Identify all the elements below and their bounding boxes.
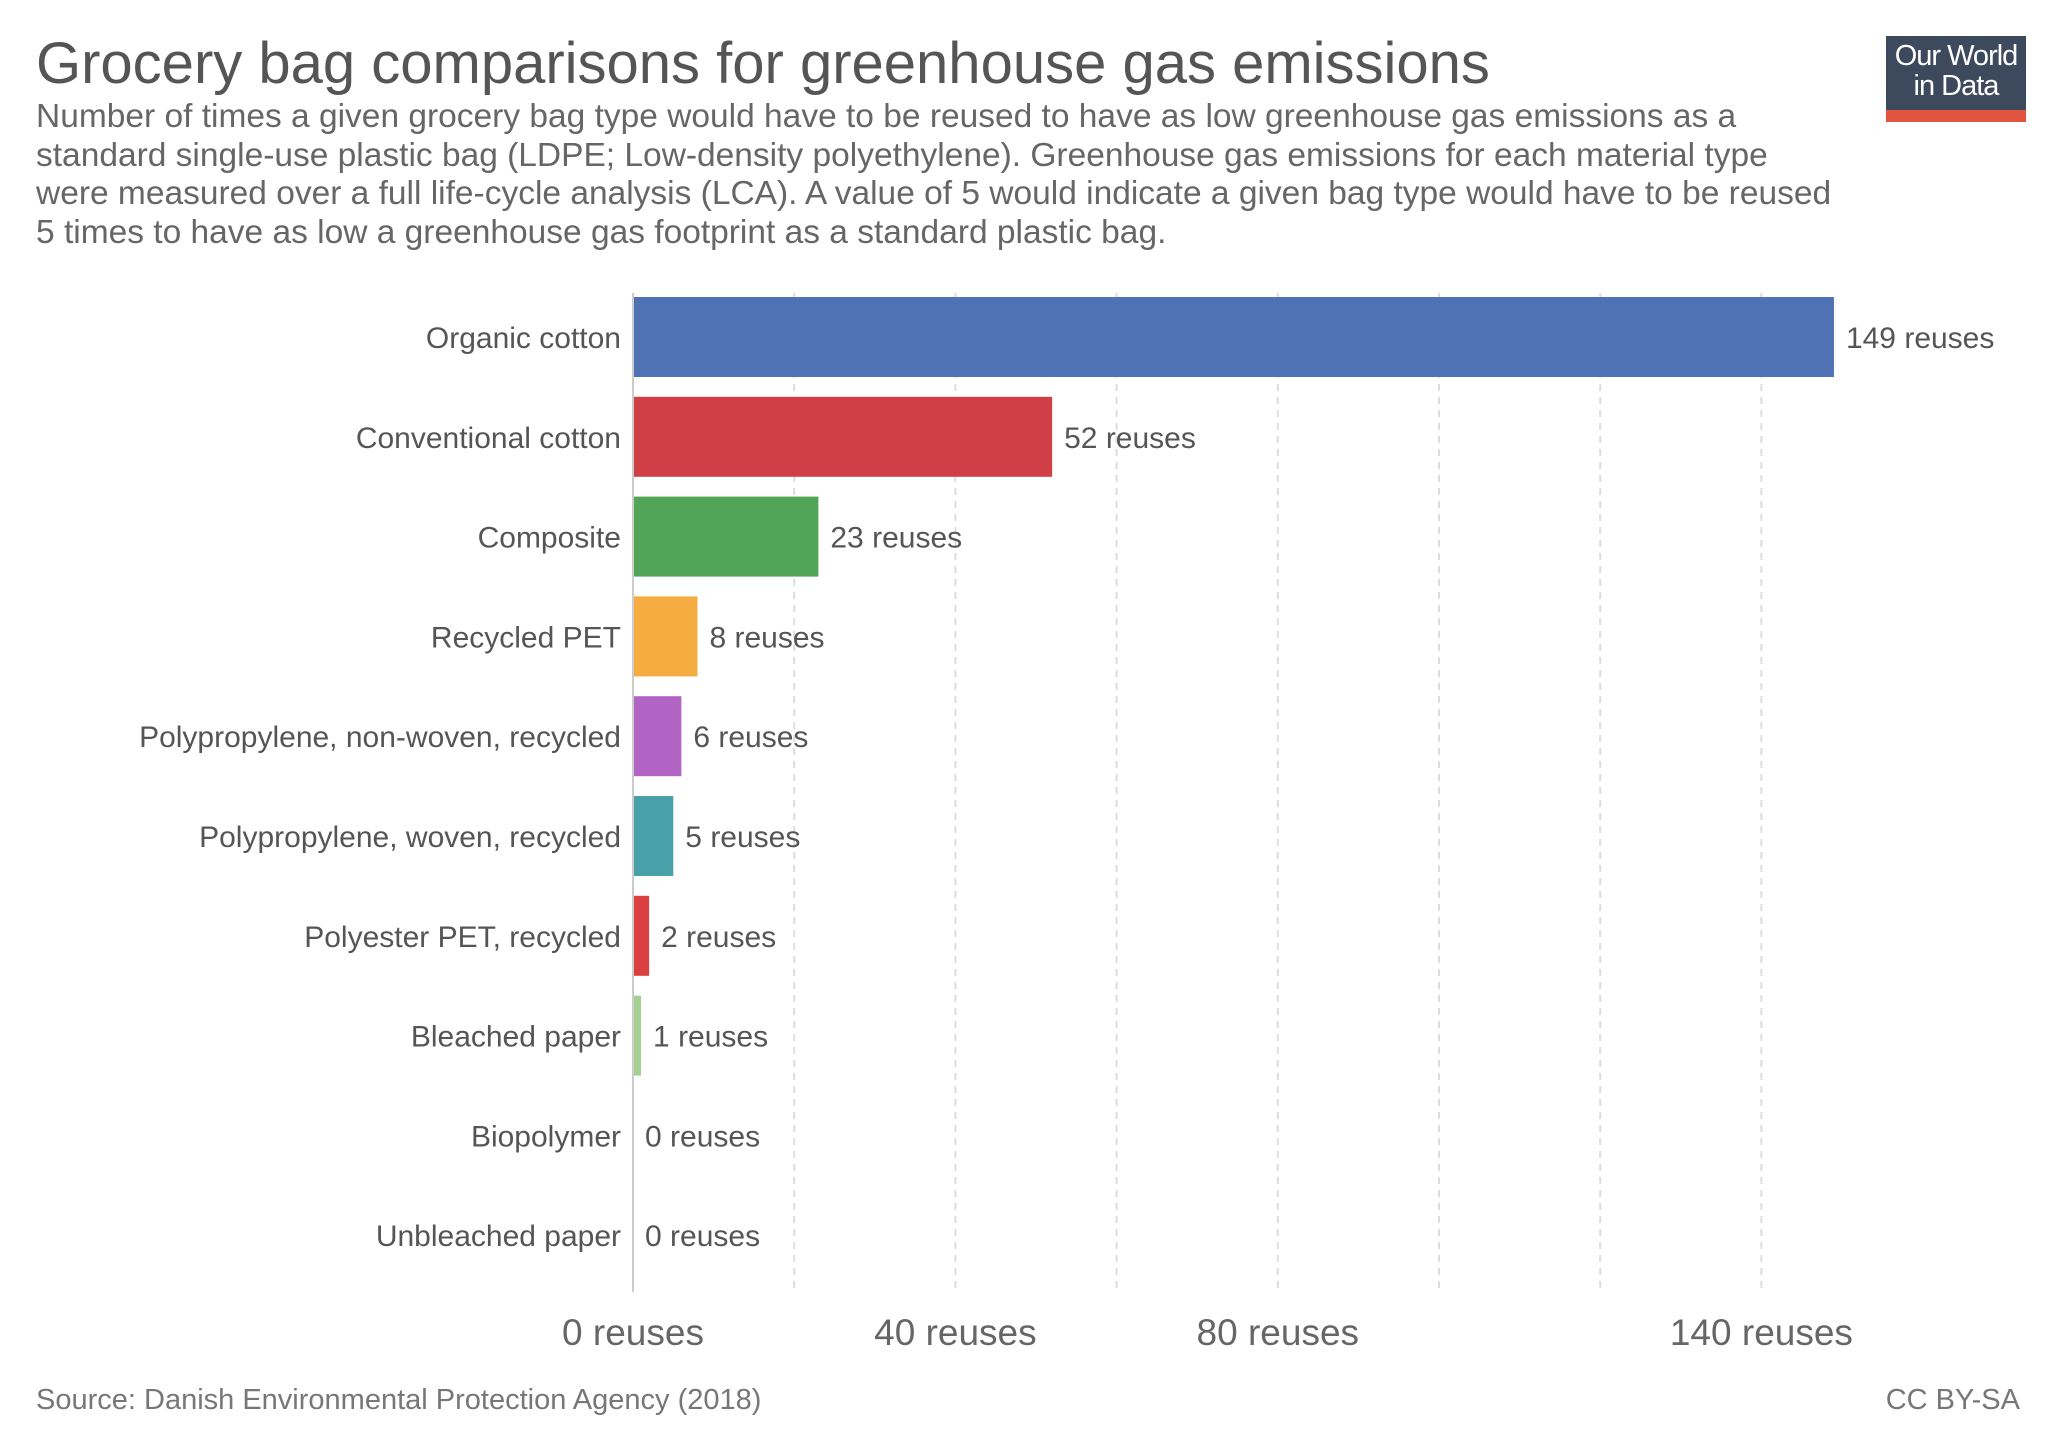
category-label: Polyester PET, recycled — [304, 921, 621, 954]
bar[interactable] — [633, 995, 642, 1076]
category-label: Polypropylene, non-woven, recycled — [139, 721, 621, 754]
data-label: 8 reuses — [709, 621, 824, 654]
chart-subtitle: Number of times a given grocery bag type… — [36, 98, 1832, 251]
owid-logo[interactable]: Our World in Data — [1886, 36, 2026, 122]
bar[interactable] — [633, 596, 698, 677]
x-axis-tick-labels: 0 reuses 40 reuses 80 reuses 140 reuses — [562, 1312, 1853, 1353]
bar[interactable] — [633, 895, 650, 976]
category-label: Biopolymer — [471, 1120, 621, 1153]
category-label: Bleached paper — [411, 1021, 621, 1054]
value-labels: 149 reuses 52 reuses 23 reuses 8 reuses 6 re… — [645, 322, 1994, 1253]
data-label: 0 reuses — [645, 1120, 760, 1153]
bars — [633, 297, 1834, 1076]
data-label: 0 reuses — [645, 1220, 760, 1253]
bar[interactable] — [633, 796, 674, 876]
category-labels: Organic cotton Conventional cotton Composi… — [139, 322, 621, 1253]
logo-text-line1: Our World — [1894, 40, 2019, 72]
gridlines — [793, 293, 1763, 1292]
category-label: Composite — [478, 522, 621, 555]
license-link[interactable]: CC BY-SA — [1885, 1384, 2020, 1416]
data-label: 52 reuses — [1064, 422, 1196, 455]
category-label: Organic cotton — [426, 322, 621, 355]
x-tick-label: 40 reuses — [874, 1312, 1037, 1353]
bar[interactable] — [633, 396, 1053, 477]
data-label: 149 reuses — [1846, 322, 1994, 355]
logo-accent-stripe — [1886, 110, 2026, 122]
category-label: Polypropylene, woven, recycled — [199, 821, 621, 854]
category-label: Conventional cotton — [356, 422, 621, 455]
data-label: 5 reuses — [685, 821, 800, 854]
x-tick-label: 140 reuses — [1670, 1312, 1853, 1353]
chart-title: Grocery bag comparisons for greenhouse g… — [36, 31, 1490, 96]
logo-text-line2: in Data — [1913, 70, 2000, 102]
data-label: 2 reuses — [661, 921, 776, 954]
category-label: Unbleached paper — [376, 1220, 621, 1253]
x-tick-label: 0 reuses — [562, 1312, 704, 1353]
bar[interactable] — [633, 496, 819, 577]
bar[interactable] — [633, 696, 682, 777]
data-label: 6 reuses — [693, 721, 808, 754]
data-label: 23 reuses — [830, 522, 962, 555]
source-note: Source: Danish Environmental Protection … — [36, 1384, 762, 1416]
data-label: 1 reuses — [653, 1021, 768, 1054]
bar[interactable] — [633, 297, 1834, 377]
category-label: Recycled PET — [431, 621, 621, 654]
x-tick-label: 80 reuses — [1197, 1312, 1360, 1353]
